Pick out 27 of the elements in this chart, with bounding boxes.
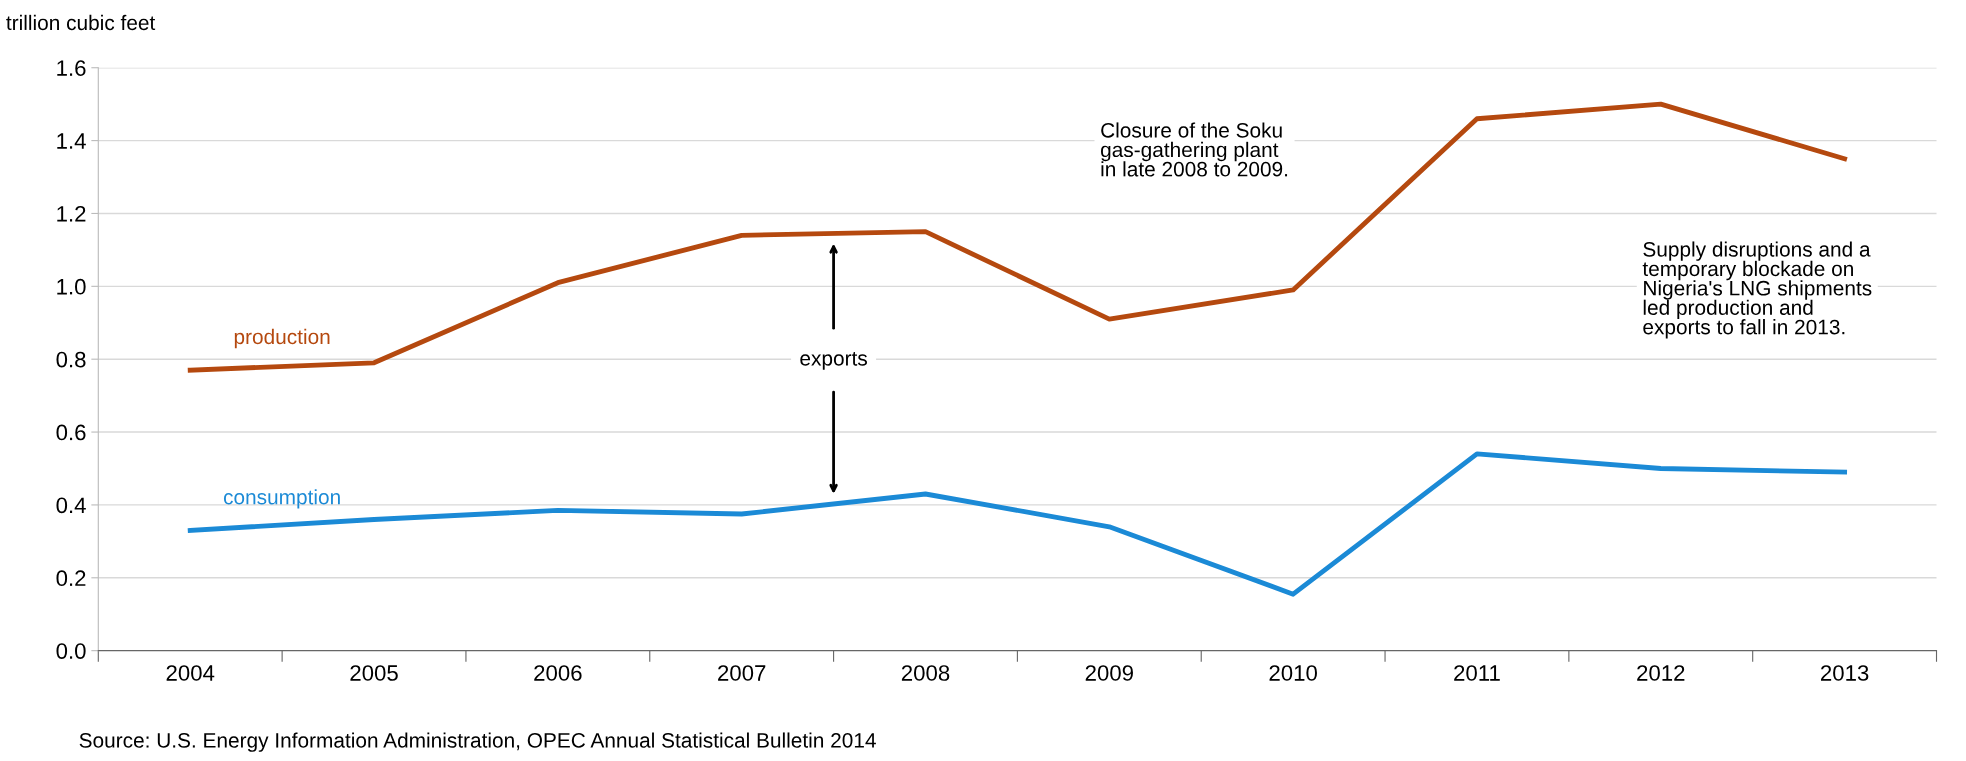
x-tick-label: 2007	[718, 665, 766, 681]
annotation: Supply disruptions and a temporary blockade on Nigeria's LNG shipments led production and exports to fall in 2013.	[1642, 241, 1872, 339]
annotation: exports	[800, 352, 867, 370]
y-axis-title: trillion cubic feet	[6, 14, 156, 31]
y-tick-label: 0.8	[56, 351, 86, 368]
x-tick-label: 2011	[1454, 665, 1500, 681]
x-tick-label: 2012	[1637, 665, 1685, 681]
y-tick-label: 0.4	[56, 497, 86, 514]
source-note: Source: U.S. Energy Information Administration, OPEC Annual Statistical Bulletin 2014	[79, 732, 876, 752]
line-series	[187, 451, 1848, 597]
y-tick-label: 1.4	[57, 133, 86, 149]
y-tick-label: 1.0	[57, 278, 86, 295]
series-label: consumption	[223, 489, 340, 509]
annotation: Closure of the Soku gas-gathering plant in late 2008 to 2009.	[1101, 122, 1288, 177]
series-label: production	[234, 328, 330, 349]
x-tick-label: 2013	[1821, 665, 1869, 681]
y-tick-label: 1.6	[57, 60, 86, 76]
x-tick-label: 2010	[1269, 665, 1317, 681]
x-tick-label: 2004	[166, 665, 215, 681]
y-tick-label: 0.6	[56, 424, 86, 441]
x-tick-label: 2008	[901, 665, 950, 681]
y-tick-label: 0.0	[56, 643, 86, 659]
x-tick-label: 2006	[534, 665, 582, 681]
y-tick-label: 0.2	[56, 570, 86, 587]
x-tick-label: 2009	[1085, 665, 1133, 681]
y-tick-label: 1.2	[57, 206, 86, 222]
x-tick-label: 2005	[350, 665, 398, 681]
